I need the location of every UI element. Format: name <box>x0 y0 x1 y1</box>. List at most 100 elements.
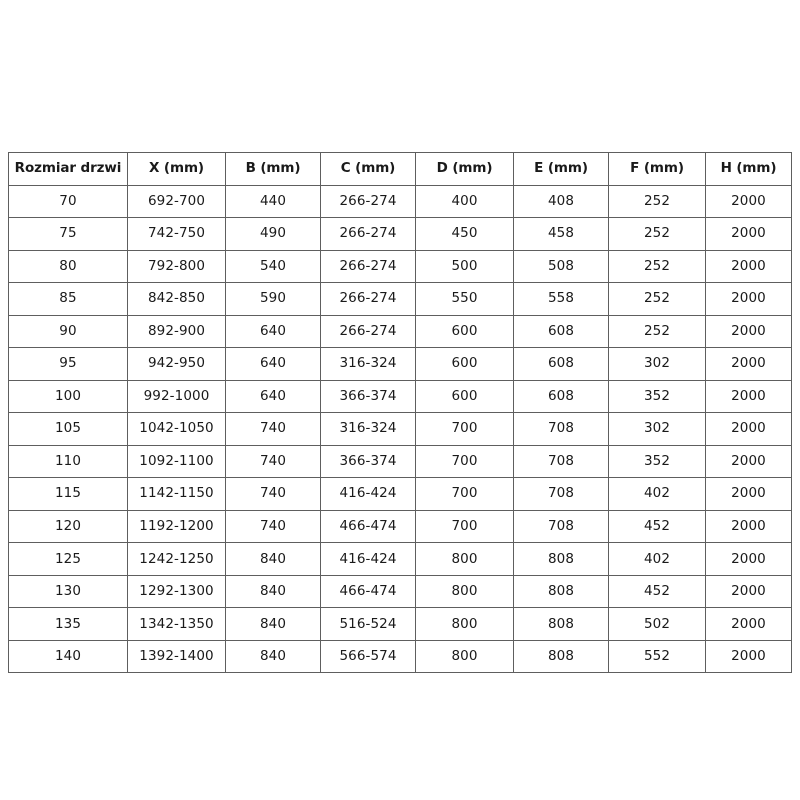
table-row: 115 1142-1150 740 416-424 700 708 402 2000 <box>8 477 792 511</box>
table-cell: 252 <box>608 282 706 316</box>
table-cell: 992-1000 <box>127 379 226 414</box>
table-cell: 558 <box>513 282 609 316</box>
table-cell: 892-900 <box>127 314 226 349</box>
table-cell: 366-374 <box>320 444 416 479</box>
table-cell: 266-274 <box>320 282 416 316</box>
table-cell: 550 <box>415 282 514 316</box>
table-cell: 316-324 <box>320 347 416 381</box>
table-cell: 2000 <box>705 574 792 609</box>
table-cell: 692-700 <box>127 184 226 219</box>
table-cell: 2000 <box>705 542 792 576</box>
table-cell: 2000 <box>705 607 792 641</box>
table-cell: 840 <box>225 607 321 641</box>
table-cell: 75 <box>8 217 128 251</box>
table-cell: 2000 <box>705 639 792 674</box>
table-cell: 466-474 <box>320 509 416 544</box>
table-cell: 252 <box>608 314 706 349</box>
table-header: Rozmiar drzwi X (mm) B (mm) C (mm) D (mm) E (… <box>8 152 792 186</box>
door-size-specification-table: Rozmiar drzwi X (mm) B (mm) C (mm) D (mm) E (… <box>8 152 792 674</box>
table-cell: 120 <box>8 509 128 544</box>
table-cell: 742-750 <box>127 217 226 251</box>
table-row: 80 792-800 540 266-274 500 508 252 2000 <box>8 249 792 284</box>
table-cell: 808 <box>513 639 609 674</box>
table-cell: 840 <box>225 574 321 609</box>
column-header-7: H (mm) <box>705 152 792 186</box>
table-cell: 95 <box>8 347 128 381</box>
table-cell: 302 <box>608 412 706 446</box>
table-cell: 302 <box>608 347 706 381</box>
table-cell: 640 <box>225 347 321 381</box>
table-cell: 1242-1250 <box>127 542 226 576</box>
table-cell: 400 <box>415 184 514 219</box>
table-cell: 266-274 <box>320 217 416 251</box>
table-cell: 740 <box>225 444 321 479</box>
table-cell: 1042-1050 <box>127 412 226 446</box>
table-cell: 366-374 <box>320 379 416 414</box>
table-cell: 942-950 <box>127 347 226 381</box>
table-row: 120 1192-1200 740 466-474 700 708 452 2000 <box>8 509 792 544</box>
table-cell: 352 <box>608 379 706 414</box>
table-cell: 600 <box>415 314 514 349</box>
table-row: 90 892-900 640 266-274 600 608 252 2000 <box>8 314 792 349</box>
table-row: 140 1392-1400 840 566-574 800 808 552 2000 <box>8 639 792 674</box>
table-cell: 490 <box>225 217 321 251</box>
specification-table-container: Rozmiar drzwi X (mm) B (mm) C (mm) D (mm) E (… <box>8 152 792 674</box>
table-cell: 416-424 <box>320 477 416 511</box>
table-row: 105 1042-1050 740 316-324 700 708 302 2000 <box>8 412 792 446</box>
table-cell: 800 <box>415 542 514 576</box>
column-header-4: D (mm) <box>415 152 514 186</box>
table-row: 70 692-700 440 266-274 400 408 252 2000 <box>8 184 792 219</box>
table-cell: 135 <box>8 607 128 641</box>
table-cell: 1392-1400 <box>127 639 226 674</box>
table-cell: 552 <box>608 639 706 674</box>
table-cell: 2000 <box>705 509 792 544</box>
table-cell: 440 <box>225 184 321 219</box>
column-header-2: B (mm) <box>225 152 321 186</box>
table-cell: 266-274 <box>320 184 416 219</box>
table-cell: 2000 <box>705 249 792 284</box>
table-cell: 640 <box>225 314 321 349</box>
table-cell: 700 <box>415 477 514 511</box>
table-cell: 450 <box>415 217 514 251</box>
table-cell: 80 <box>8 249 128 284</box>
table-row: 135 1342-1350 840 516-524 800 808 502 2000 <box>8 607 792 641</box>
table-cell: 800 <box>415 607 514 641</box>
table-cell: 500 <box>415 249 514 284</box>
table-cell: 2000 <box>705 379 792 414</box>
table-cell: 90 <box>8 314 128 349</box>
table-cell: 2000 <box>705 412 792 446</box>
table-cell: 608 <box>513 379 609 414</box>
table-row: 130 1292-1300 840 466-474 800 808 452 2000 <box>8 574 792 609</box>
table-cell: 252 <box>608 217 706 251</box>
table-cell: 600 <box>415 347 514 381</box>
table-cell: 590 <box>225 282 321 316</box>
table-row: 110 1092-1100 740 366-374 700 708 352 2000 <box>8 444 792 479</box>
table-cell: 700 <box>415 509 514 544</box>
table-cell: 252 <box>608 184 706 219</box>
table-cell: 110 <box>8 444 128 479</box>
table-cell: 708 <box>513 477 609 511</box>
table-cell: 740 <box>225 509 321 544</box>
table-cell: 402 <box>608 477 706 511</box>
table-cell: 85 <box>8 282 128 316</box>
table-row: 100 992-1000 640 366-374 600 608 352 2000 <box>8 379 792 414</box>
table-cell: 708 <box>513 509 609 544</box>
table-cell: 566-574 <box>320 639 416 674</box>
table-cell: 2000 <box>705 444 792 479</box>
table-cell: 352 <box>608 444 706 479</box>
table-cell: 792-800 <box>127 249 226 284</box>
table-cell: 266-274 <box>320 249 416 284</box>
table-cell: 408 <box>513 184 609 219</box>
table-cell: 800 <box>415 574 514 609</box>
table-cell: 1092-1100 <box>127 444 226 479</box>
table-cell: 416-424 <box>320 542 416 576</box>
table-cell: 100 <box>8 379 128 414</box>
table-cell: 800 <box>415 639 514 674</box>
table-cell: 1142-1150 <box>127 477 226 511</box>
table-cell: 508 <box>513 249 609 284</box>
table-cell: 808 <box>513 607 609 641</box>
table-header-row: Rozmiar drzwi X (mm) B (mm) C (mm) D (mm) E (… <box>8 152 792 186</box>
table-cell: 2000 <box>705 314 792 349</box>
table-cell: 740 <box>225 412 321 446</box>
table-cell: 842-850 <box>127 282 226 316</box>
